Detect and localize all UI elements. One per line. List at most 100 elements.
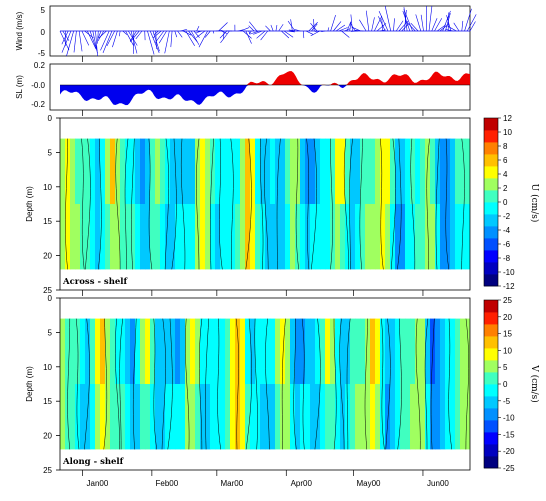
u-colorbar-tick-label: -6 (503, 240, 511, 249)
across-shelf-cell (240, 138, 246, 204)
v-colorbar-tick-label: -15 (503, 430, 515, 439)
time-tick-label: Jun00 (427, 479, 449, 488)
along-shelf-contour-line (293, 318, 297, 450)
along-shelf-ytick-label: 15 (43, 397, 52, 406)
u-colorbar-swatch (484, 178, 498, 191)
across-shelf-cell (365, 138, 371, 204)
along-shelf-contour-line (153, 318, 157, 450)
across-shelf-ytick-label: 5 (48, 148, 53, 157)
wind-stick (190, 30, 200, 45)
along-shelf-cell (415, 384, 421, 450)
across-shelf-cell (455, 138, 461, 204)
wind-stick (275, 25, 278, 32)
along-shelf-cell (435, 318, 441, 384)
along-shelf-cell (200, 318, 206, 384)
across-shelf-cell (300, 204, 306, 270)
along-shelf-cell (315, 318, 321, 384)
across-shelf-cell (170, 138, 176, 204)
across-shelf-cell (260, 138, 266, 204)
along-shelf-ytick-label: 25 (43, 466, 52, 475)
wind-stick (310, 30, 320, 37)
across-shelf-cell (435, 204, 441, 270)
across-shelf-cell (455, 204, 461, 270)
u-colorbar-label: U (cm/s) (529, 184, 540, 223)
v-colorbar-label: V (cm/s) (529, 364, 540, 403)
across-shelf-cell (405, 204, 411, 270)
across-shelf-contour-line (131, 138, 135, 270)
across-shelf-cell (200, 138, 206, 204)
across-shelf-cell (250, 138, 256, 204)
along-shelf-ylabel: Depth (m) (25, 366, 34, 402)
across-shelf-cell (120, 204, 126, 270)
along-shelf-cell (280, 318, 286, 384)
across-shelf-contour-line (85, 138, 91, 270)
across-shelf-cell (395, 204, 401, 270)
wind-stick (346, 21, 352, 32)
across-shelf-cell (220, 138, 226, 204)
across-shelf-ylabel: Depth (m) (25, 186, 34, 222)
across-shelf-contour-line (410, 138, 416, 270)
wind-stick (321, 30, 326, 32)
across-shelf-cell (290, 138, 296, 204)
across-shelf-cell (190, 138, 196, 204)
wind-stick (453, 22, 460, 32)
along-shelf-contour-line (397, 318, 402, 450)
across-shelf-cell (390, 138, 396, 204)
time-tick-label: Mar00 (220, 479, 243, 488)
along-shelf-yticks: 0 5 10 15 20 25 (43, 294, 60, 475)
sea-level-panel-frame (49, 63, 471, 111)
across-shelf-contour-line (148, 138, 153, 270)
along-shelf-cell (380, 384, 386, 450)
wind-stick (302, 30, 305, 39)
across-shelf-cell (380, 138, 386, 204)
across-shelf-cell (415, 204, 421, 270)
u-colorbar-tick-label: 4 (503, 170, 508, 179)
wind-stick (87, 30, 97, 50)
across-shelf-cell (445, 204, 451, 270)
along-shelf-cell (220, 384, 226, 450)
across-shelf-cell (125, 138, 131, 204)
across-shelf-cell (125, 204, 131, 270)
along-shelf-cell (455, 318, 461, 384)
across-shelf-cell (350, 204, 356, 270)
across-shelf-cell (220, 204, 226, 270)
along-shelf-cell (205, 318, 211, 384)
wind-stick (365, 10, 370, 32)
v-colorbar-swatch (484, 456, 498, 469)
across-shelf-contour-line (311, 138, 318, 270)
wind-stick (445, 13, 451, 32)
wind-stick (265, 25, 271, 32)
across-shelf-cell (240, 204, 246, 270)
across-shelf-cell (255, 204, 261, 270)
along-shelf-cell (145, 318, 151, 384)
across-shelf-cell (270, 204, 276, 270)
wind-stick (155, 30, 158, 50)
along-shelf-cell (340, 318, 346, 384)
time-tick-label: Jan00 (87, 479, 109, 488)
v-colorbar-tick-label: 10 (503, 346, 512, 355)
across-shelf-cell (90, 204, 96, 270)
across-shelf-cell (410, 204, 416, 270)
wind-stick (338, 27, 348, 32)
along-shelf-cell (450, 318, 456, 384)
u-colorbar-swatch (484, 202, 498, 215)
across-shelf-cell (275, 204, 281, 270)
along-shelf-cell (105, 318, 111, 384)
along-shelf-ytick-label: 10 (43, 363, 52, 372)
across-shelf-cell (360, 138, 366, 204)
along-shelf-cell (245, 384, 251, 450)
along-shelf-cell (460, 318, 466, 384)
along-shelf-cell (330, 318, 336, 384)
across-shelf-cell (310, 204, 316, 270)
u-colorbar-tick-label: -10 (503, 268, 515, 277)
wind-stick (378, 10, 389, 32)
along-shelf-contour-line (381, 318, 385, 450)
across-shelf-cell (395, 138, 401, 204)
across-shelf-cell (450, 204, 456, 270)
along-shelf-contour-line (185, 318, 190, 450)
wind-stick (135, 30, 143, 40)
v-colorbar-tick-label: 15 (503, 330, 512, 339)
wind-stick (359, 19, 367, 32)
across-shelf-cell (80, 204, 86, 270)
v-colorbar-tick-label: 5 (503, 363, 508, 372)
